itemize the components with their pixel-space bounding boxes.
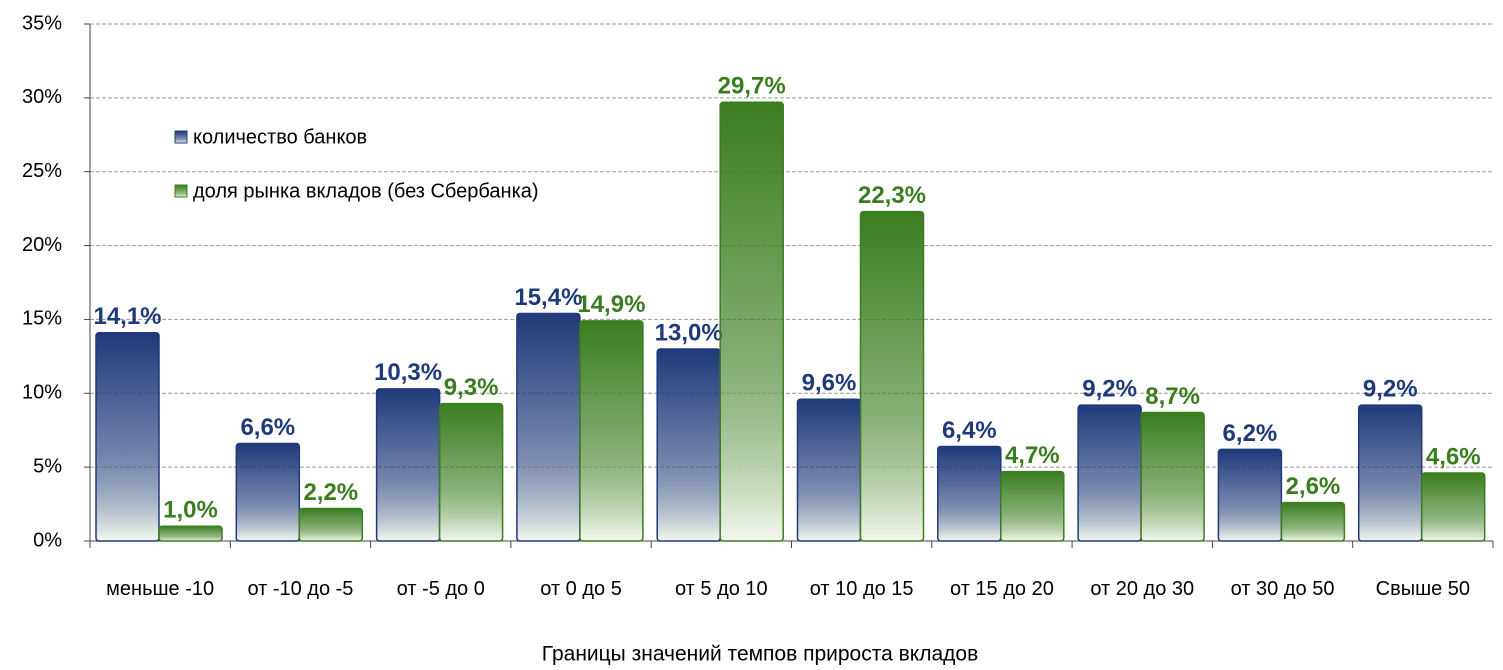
bar	[937, 445, 1002, 542]
value-label: 9,3%	[444, 374, 499, 401]
x-tick-label: меньше -10	[106, 578, 215, 600]
x-tick-label: от 15 до 20	[950, 578, 1054, 600]
bar	[859, 210, 925, 542]
y-tick-label: 20%	[22, 234, 62, 256]
value-label: 22,3%	[858, 182, 926, 209]
bar	[1357, 404, 1423, 542]
value-label: 6,2%	[1223, 420, 1278, 447]
value-label: 13,0%	[655, 319, 723, 346]
y-tick-label: 35%	[22, 12, 62, 34]
value-label: 2,2%	[303, 479, 358, 506]
x-tick-label: от 0 до 5	[540, 578, 622, 600]
value-label: 10,3%	[374, 359, 442, 386]
y-tick-label: 30%	[22, 86, 62, 108]
y-tick-label: 25%	[22, 160, 62, 182]
x-tick-label: от 10 до 15	[809, 578, 914, 600]
x-tick-label: Свыше 50	[1375, 578, 1471, 600]
legend-swatch	[174, 130, 188, 144]
bar	[796, 398, 862, 542]
bar	[95, 331, 160, 542]
y-tick-label: 0%	[33, 529, 62, 551]
legend-label: количество банков	[193, 126, 367, 148]
bar	[235, 442, 301, 542]
bar	[298, 507, 364, 542]
value-label: 2,6%	[1286, 473, 1341, 500]
legend-label: доля рынка вкладов (без Сбербанка)	[193, 180, 539, 202]
y-tick-label: 10%	[22, 382, 62, 404]
x-tick-label: от -5 до 0	[396, 578, 485, 600]
x-tick-label: от 20 до 30	[1090, 578, 1195, 600]
y-tick-label: 5%	[33, 455, 62, 477]
value-label: 4,6%	[1426, 443, 1481, 470]
value-label: 9,2%	[1363, 375, 1418, 402]
value-label: 6,4%	[942, 417, 997, 444]
value-label: 15,4%	[514, 284, 582, 311]
value-label: 14,1%	[93, 303, 161, 330]
value-label: 8,7%	[1145, 383, 1200, 410]
x-tick-label: от -10 до -5	[247, 578, 354, 600]
bar	[158, 525, 223, 542]
bar	[579, 320, 644, 542]
value-label: 14,9%	[577, 291, 645, 318]
value-label: 9,2%	[1082, 375, 1137, 402]
value-label: 9,6%	[802, 370, 857, 397]
bar	[1280, 501, 1346, 542]
bar	[438, 402, 504, 542]
bar	[516, 312, 581, 542]
bar	[1077, 404, 1142, 542]
bar	[1000, 470, 1065, 542]
x-tick-label: от 30 до 50	[1230, 578, 1335, 600]
value-label: 29,7%	[718, 73, 786, 100]
y-tick-label: 15%	[22, 308, 62, 330]
value-label: 4,7%	[1005, 442, 1060, 469]
bar	[719, 101, 784, 542]
bar	[1420, 472, 1486, 542]
bar	[1217, 448, 1283, 542]
bar	[656, 348, 721, 542]
bar	[1140, 411, 1205, 542]
x-axis-label: Границы значений темпов прироста вкладов	[542, 643, 978, 666]
value-label: 6,6%	[240, 414, 295, 441]
x-tick-label: от 5 до 10	[675, 578, 768, 600]
legend-swatch	[174, 184, 188, 198]
value-label: 1,0%	[163, 497, 218, 524]
bar	[375, 388, 441, 542]
